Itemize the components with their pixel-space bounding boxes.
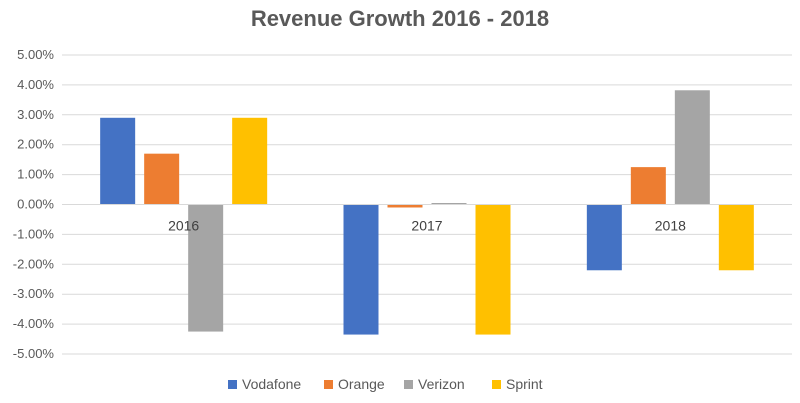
y-tick-label: 5.00% bbox=[17, 47, 54, 62]
legend-label-verizon: Verizon bbox=[418, 376, 465, 392]
bar-verizon-2016 bbox=[188, 204, 224, 332]
y-tick-label: -1.00% bbox=[13, 226, 55, 241]
legend-label-vodafone: Vodafone bbox=[242, 376, 301, 392]
bar-orange-2018 bbox=[630, 167, 666, 205]
legend: Vodafone Orange Verizon Sprint bbox=[228, 376, 543, 392]
y-axis-tick-labels: 5.00% 4.00% 3.00% 2.00% 1.00% 0.00% -1.00% -2.0… bbox=[13, 47, 55, 361]
category-label: 2018 bbox=[655, 218, 686, 234]
y-tick-label: -2.00% bbox=[13, 256, 55, 271]
y-tick-label: 2.00% bbox=[17, 137, 54, 152]
legend-swatch-orange bbox=[324, 380, 333, 389]
bars bbox=[100, 90, 754, 335]
y-tick-label: 0.00% bbox=[17, 197, 54, 212]
y-tick-label: -4.00% bbox=[13, 316, 55, 331]
category-labels: 2016 2017 2018 bbox=[168, 218, 686, 234]
y-tick-label: -5.00% bbox=[13, 346, 55, 361]
bar-sprint-2018 bbox=[718, 204, 754, 271]
legend-label-sprint: Sprint bbox=[506, 376, 543, 392]
legend-swatch-vodafone bbox=[228, 380, 237, 389]
y-tick-label: 4.00% bbox=[17, 77, 54, 92]
bar-vodafone-2018 bbox=[586, 204, 622, 271]
legend-label-orange: Orange bbox=[338, 376, 385, 392]
bar-vodafone-2016 bbox=[100, 117, 136, 205]
legend-swatch-verizon bbox=[404, 380, 413, 389]
bar-sprint-2016 bbox=[232, 117, 268, 205]
chart-title: Revenue Growth 2016 - 2018 bbox=[250, 6, 550, 31]
bar-verizon-2017 bbox=[431, 203, 467, 205]
y-tick-label: 3.00% bbox=[17, 107, 54, 122]
category-label: 2016 bbox=[168, 218, 199, 234]
y-tick-label: -3.00% bbox=[13, 286, 55, 301]
bar-orange-2016 bbox=[144, 153, 180, 205]
bar-sprint-2017 bbox=[475, 204, 511, 335]
gridlines bbox=[62, 54, 792, 355]
y-tick-label: 1.00% bbox=[17, 167, 54, 182]
bar-verizon-2018 bbox=[674, 90, 710, 205]
legend-swatch-sprint bbox=[492, 380, 501, 389]
bar-orange-2017 bbox=[387, 204, 423, 208]
category-label: 2017 bbox=[411, 218, 442, 234]
bar-vodafone-2017 bbox=[343, 204, 379, 335]
